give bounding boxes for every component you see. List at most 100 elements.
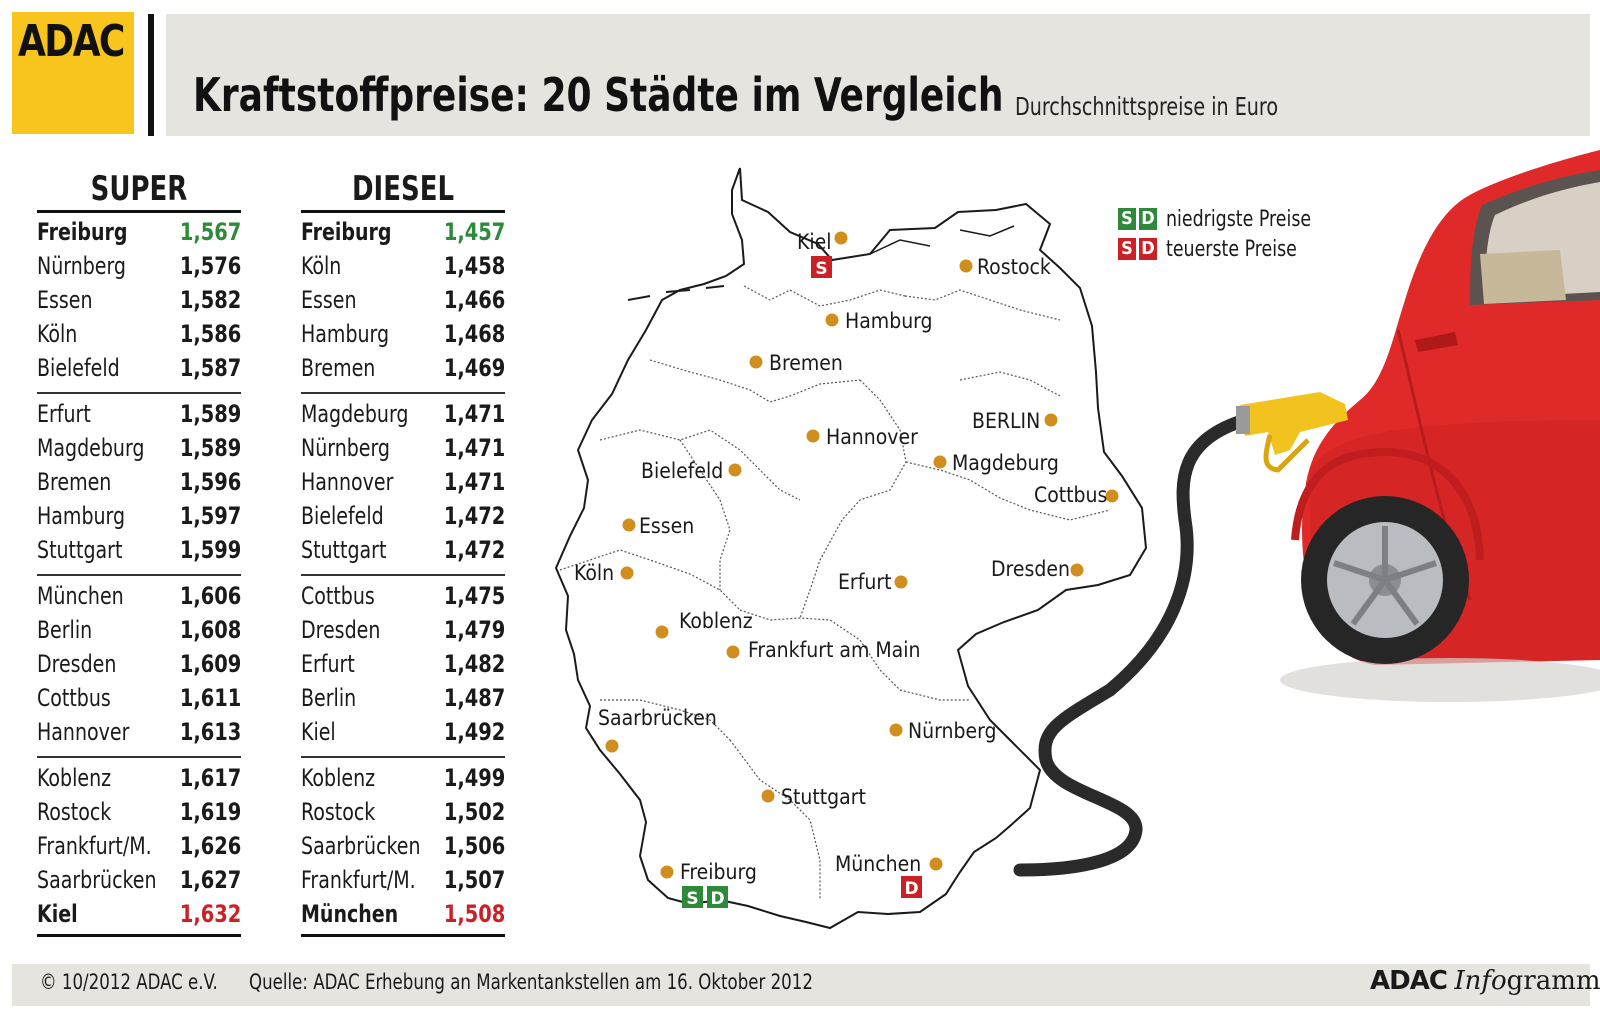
price-value: 1,468 bbox=[443, 320, 505, 348]
city-label-hamburg: Hamburg bbox=[845, 309, 933, 333]
legend-high-label: teuerste Preise bbox=[1166, 236, 1297, 262]
table-row: Nürnberg 1,576 bbox=[37, 249, 241, 283]
table-rule bbox=[301, 934, 505, 937]
city-name: Erfurt bbox=[37, 400, 91, 428]
car-ground-shadow bbox=[1280, 658, 1600, 702]
table-row: Koblenz 1,617 bbox=[37, 761, 241, 795]
price-value: 1,475 bbox=[443, 582, 505, 610]
city-dot bbox=[726, 645, 740, 659]
table-row: Hamburg 1,597 bbox=[37, 499, 241, 533]
city-name: Hamburg bbox=[37, 502, 126, 530]
adac-logo: ADAC bbox=[12, 12, 134, 134]
table-row: Cottbus 1,475 bbox=[301, 579, 505, 613]
price-value: 1,472 bbox=[443, 502, 505, 530]
city-label-nuernberg: Nürnberg bbox=[908, 719, 997, 743]
price-value: 1,596 bbox=[179, 468, 241, 496]
table-row: Rostock 1,502 bbox=[301, 795, 505, 829]
city-label-bielefeld: Bielefeld bbox=[641, 459, 723, 483]
badge-box bbox=[901, 876, 922, 898]
table-row: Berlin 1,608 bbox=[37, 613, 241, 647]
table-row: München 1,508 bbox=[301, 897, 505, 931]
badge-freiburg-low: S D bbox=[682, 886, 728, 909]
price-value: 1,458 bbox=[443, 252, 505, 280]
fuel-hose bbox=[1013, 413, 1252, 877]
city-dot bbox=[806, 429, 820, 443]
header-band bbox=[166, 14, 1590, 136]
city-label-koeln: Köln bbox=[574, 561, 614, 585]
table-row: Stuttgart 1,472 bbox=[301, 533, 505, 567]
price-value: 1,597 bbox=[179, 502, 241, 530]
city-label-cottbus: Cottbus bbox=[1034, 483, 1107, 507]
city-dot bbox=[728, 463, 742, 477]
legend-badge-d: D bbox=[1139, 238, 1157, 260]
city-label-bremen: Bremen bbox=[769, 351, 843, 375]
city-name: Berlin bbox=[301, 684, 357, 712]
price-group: Cottbus 1,475 Dresden 1,479 Erfurt 1,482 Be… bbox=[301, 579, 505, 749]
city-name: Freiburg bbox=[301, 218, 392, 246]
city-dot bbox=[761, 789, 775, 803]
car-rim-spokes bbox=[1333, 526, 1437, 626]
city-dot bbox=[1105, 489, 1119, 503]
adac-infogramm-brand: ADAC Infogramm bbox=[1370, 966, 1600, 996]
table-row: Magdeburg 1,589 bbox=[37, 431, 241, 465]
city-label-kiel: Kiel bbox=[797, 230, 832, 254]
group-divider bbox=[37, 756, 241, 758]
table-row: Freiburg 1,567 bbox=[37, 215, 241, 249]
car-door-handle bbox=[1415, 332, 1458, 352]
city-label-hannover: Hannover bbox=[826, 425, 918, 449]
brand-bold: ADAC bbox=[1370, 966, 1448, 996]
city-name: Koblenz bbox=[301, 764, 376, 792]
city-dot bbox=[605, 739, 619, 753]
city-name: Cottbus bbox=[37, 684, 111, 712]
table-row: Essen 1,466 bbox=[301, 283, 505, 317]
price-value: 1,599 bbox=[179, 536, 241, 564]
price-value: 1,619 bbox=[179, 798, 241, 826]
germany-outline bbox=[554, 167, 1148, 930]
city-name: Frankfurt/M. bbox=[301, 866, 416, 894]
city-label-stuttgart: Stuttgart bbox=[781, 785, 866, 809]
badge-letter: D bbox=[710, 889, 724, 909]
diesel-price-table: DIESEL Freiburg 1,457 Köln 1,458 Essen 1,46… bbox=[301, 168, 505, 937]
price-value: 1,466 bbox=[443, 286, 505, 314]
city-name: Rostock bbox=[301, 798, 376, 826]
city-dot bbox=[620, 566, 634, 580]
city-dot bbox=[834, 231, 848, 245]
city-dot bbox=[825, 313, 839, 327]
table-row: Dresden 1,609 bbox=[37, 647, 241, 681]
state-borders bbox=[559, 285, 1111, 900]
table-row: Kiel 1,632 bbox=[37, 897, 241, 931]
city-name: Berlin bbox=[37, 616, 93, 644]
city-name: Essen bbox=[37, 286, 93, 314]
price-group: München 1,606 Berlin 1,608 Dresden 1,609 Co… bbox=[37, 579, 241, 749]
price-value: 1,506 bbox=[443, 832, 506, 860]
north-sea-islands bbox=[627, 285, 725, 301]
city-dot bbox=[889, 723, 903, 737]
price-group: Koblenz 1,617 Rostock 1,619 Frankfurt/M. 1,… bbox=[37, 761, 241, 931]
page-subtitle: Durchschnittspreise in Euro bbox=[1015, 92, 1279, 121]
legend-badge-s: S bbox=[1118, 208, 1136, 230]
city-name: Dresden bbox=[37, 650, 117, 678]
page-title: Kraftstoffpreise: 20 Städte im Vergleich bbox=[193, 68, 1004, 122]
car-seat bbox=[1480, 250, 1566, 304]
city-dot bbox=[622, 518, 636, 532]
price-value: 1,589 bbox=[179, 434, 241, 462]
legend-badge-s: S bbox=[1118, 238, 1136, 260]
city-label-koblenz: Koblenz bbox=[679, 609, 753, 633]
table-row: Saarbrücken 1,506 bbox=[301, 829, 505, 863]
table-row: Köln 1,458 bbox=[301, 249, 505, 283]
city-name: Rostock bbox=[37, 798, 112, 826]
badge-letter: S bbox=[686, 889, 698, 909]
legend-badge-d: D bbox=[1139, 208, 1157, 230]
city-name: Nürnberg bbox=[301, 434, 391, 462]
table-row: Frankfurt/M. 1,507 bbox=[301, 863, 505, 897]
source-text: Quelle: ADAC Erhebung an Markentankstell… bbox=[249, 970, 813, 994]
table-row: Koblenz 1,499 bbox=[301, 761, 505, 795]
city-name: Magdeburg bbox=[301, 400, 409, 428]
badge-box bbox=[811, 256, 832, 278]
price-value: 1,471 bbox=[443, 468, 505, 496]
city-name: Stuttgart bbox=[37, 536, 123, 564]
city-name: Bremen bbox=[301, 354, 376, 382]
